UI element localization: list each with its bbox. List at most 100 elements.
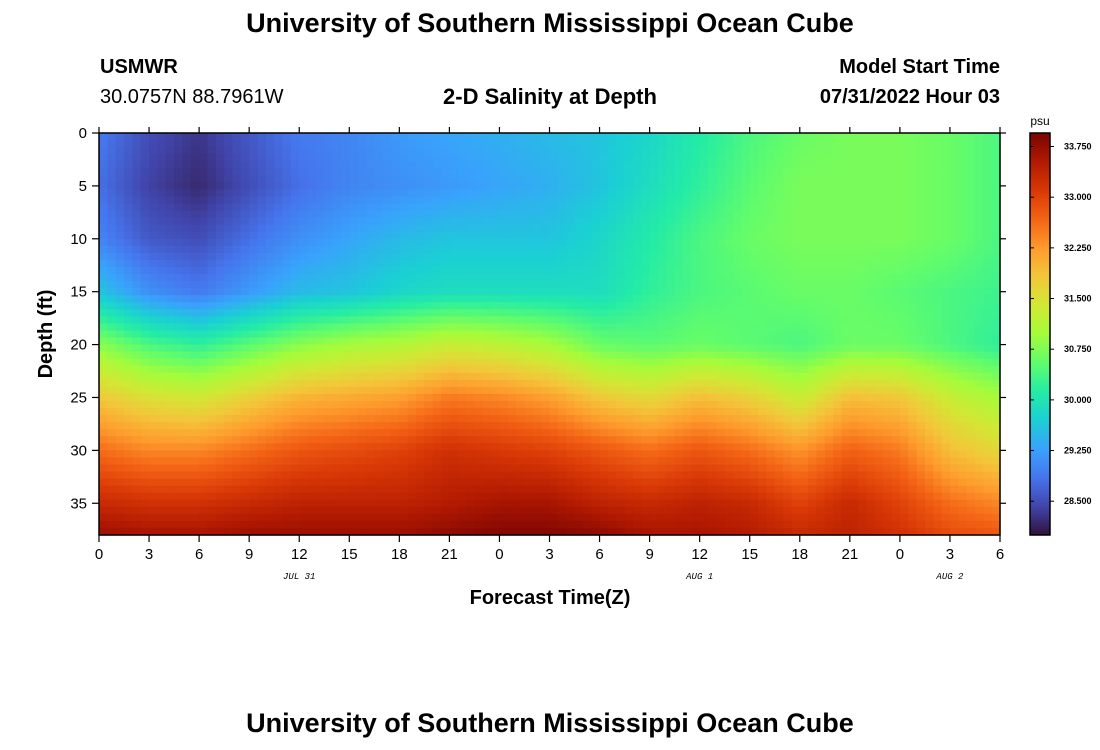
heatmap-cell	[207, 295, 217, 303]
heatmap-cell	[966, 133, 976, 141]
heatmap-cell	[491, 450, 501, 459]
heatmap-cell	[507, 182, 517, 191]
heatmap-cell	[708, 267, 717, 275]
heatmap-cell	[224, 330, 234, 339]
heatmap-cell	[132, 443, 142, 451]
heatmap-cell	[441, 203, 450, 212]
heatmap-cell	[215, 295, 225, 303]
heatmap-cell	[307, 365, 317, 374]
heatmap-cell	[632, 281, 642, 289]
heatmap-cell	[157, 372, 167, 381]
heatmap-cell	[983, 415, 993, 423]
heatmap-cell	[349, 154, 359, 162]
heatmap-cell	[374, 337, 384, 346]
heatmap-cell	[199, 422, 209, 430]
heatmap-cell	[424, 140, 434, 148]
heatmap-cell	[299, 309, 309, 317]
heatmap-cell	[390, 295, 400, 303]
heatmap-cell	[657, 365, 667, 374]
heatmap-cell	[557, 175, 567, 183]
heatmap-cell	[507, 161, 517, 169]
heatmap-cell	[599, 140, 609, 148]
heatmap-cell	[282, 252, 292, 261]
heatmap-cell	[315, 238, 325, 247]
heatmap-cell	[899, 133, 909, 141]
heatmap-cell	[349, 393, 359, 402]
heatmap-cell	[549, 386, 559, 395]
heatmap-cell	[174, 231, 184, 240]
heatmap-cell	[541, 259, 551, 268]
heatmap-cell	[299, 245, 309, 254]
heatmap-cell	[199, 344, 209, 353]
heatmap-cell	[349, 175, 359, 183]
heatmap-cell	[140, 295, 150, 303]
heatmap-cell	[657, 386, 667, 395]
heatmap-cell	[708, 203, 717, 212]
heatmap-cell	[457, 288, 467, 296]
heatmap-cell	[724, 408, 734, 416]
heatmap-cell	[557, 295, 567, 303]
heatmap-cell	[624, 443, 634, 451]
heatmap-cell	[783, 238, 793, 247]
heatmap-cell	[849, 309, 859, 317]
heatmap-cell	[307, 182, 317, 191]
heatmap-cell	[374, 309, 384, 317]
heatmap-cell	[624, 316, 634, 325]
heatmap-cell	[566, 443, 576, 451]
heatmap-cell	[532, 309, 542, 317]
heatmap-cell	[833, 450, 843, 459]
heatmap-cell	[149, 133, 158, 141]
heatmap-cell	[883, 224, 893, 233]
heatmap-cell	[733, 281, 742, 289]
heatmap-cell	[708, 147, 717, 155]
heatmap-cell	[833, 217, 843, 226]
heatmap-cell	[249, 281, 259, 289]
heatmap-cell	[257, 154, 267, 162]
heatmap-cell	[933, 238, 943, 247]
heatmap-cell	[524, 450, 534, 459]
heatmap-cell	[499, 386, 509, 395]
heatmap-cell	[399, 302, 409, 310]
heatmap-cell	[566, 408, 576, 416]
heatmap-cell	[349, 337, 359, 346]
heatmap-cell	[416, 429, 425, 437]
heatmap-cell	[257, 309, 267, 317]
heatmap-cell	[382, 379, 392, 388]
heatmap-cell	[758, 372, 767, 381]
heatmap-cell	[849, 401, 859, 409]
heatmap-cell	[290, 189, 300, 198]
heatmap-cell	[866, 295, 876, 303]
heatmap-cell	[616, 259, 626, 268]
heatmap-cell	[824, 147, 834, 155]
heatmap-cell	[349, 351, 359, 360]
heatmap-cell	[382, 323, 392, 332]
heatmap-cell	[674, 182, 684, 191]
heatmap-cell	[449, 415, 459, 423]
heatmap-cell	[916, 436, 926, 444]
heatmap-cell	[249, 337, 259, 346]
heatmap-cell	[315, 161, 325, 169]
heatmap-cell	[632, 358, 642, 367]
heatmap-cell	[966, 267, 976, 275]
heatmap-cell	[641, 386, 651, 395]
heatmap-cell	[207, 281, 217, 289]
heatmap-cell	[908, 309, 918, 317]
heatmap-cell	[833, 401, 843, 409]
heatmap-cell	[783, 252, 793, 261]
heatmap-cell	[365, 372, 375, 381]
heatmap-cell	[874, 238, 884, 247]
heatmap-cell	[708, 133, 717, 141]
heatmap-cell	[883, 429, 893, 437]
heatmap-cell	[274, 344, 284, 353]
heatmap-cell	[899, 217, 909, 226]
heatmap-cell	[632, 168, 642, 176]
heatmap-cell	[791, 203, 801, 212]
heatmap-cell	[482, 182, 492, 191]
heatmap-cell	[407, 147, 417, 155]
heatmap-cell	[199, 429, 209, 437]
heatmap-cell	[249, 231, 259, 240]
heatmap-cell	[374, 154, 384, 162]
heatmap-cell	[916, 245, 926, 254]
heatmap-cell	[691, 288, 701, 296]
heatmap-cell	[507, 196, 517, 205]
